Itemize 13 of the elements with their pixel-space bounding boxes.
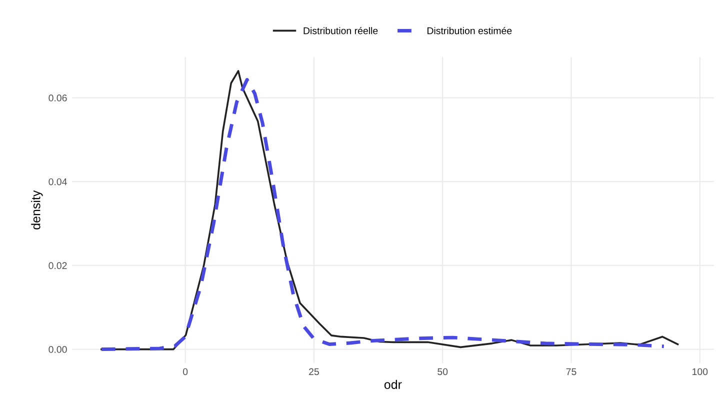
x-tick-label: 75 <box>566 368 576 376</box>
x-tick-label: 25 <box>309 368 319 376</box>
x-axis-title: odr <box>384 380 402 390</box>
legend-label: Distribution estimée <box>428 26 512 34</box>
x-tick-label: 0 <box>182 368 188 376</box>
y-tick-label: 0.06 <box>48 94 67 102</box>
y-tick-label: 0.02 <box>48 262 67 270</box>
x-tick-label: 100 <box>692 368 708 376</box>
x-tick-label: 50 <box>438 368 448 376</box>
y-tick-label: 0.00 <box>48 346 67 353</box>
y-axis-title: density <box>31 190 43 230</box>
y-tick-label: 0.04 <box>48 178 67 186</box>
legend-label: Distribution réelle <box>304 26 378 34</box>
